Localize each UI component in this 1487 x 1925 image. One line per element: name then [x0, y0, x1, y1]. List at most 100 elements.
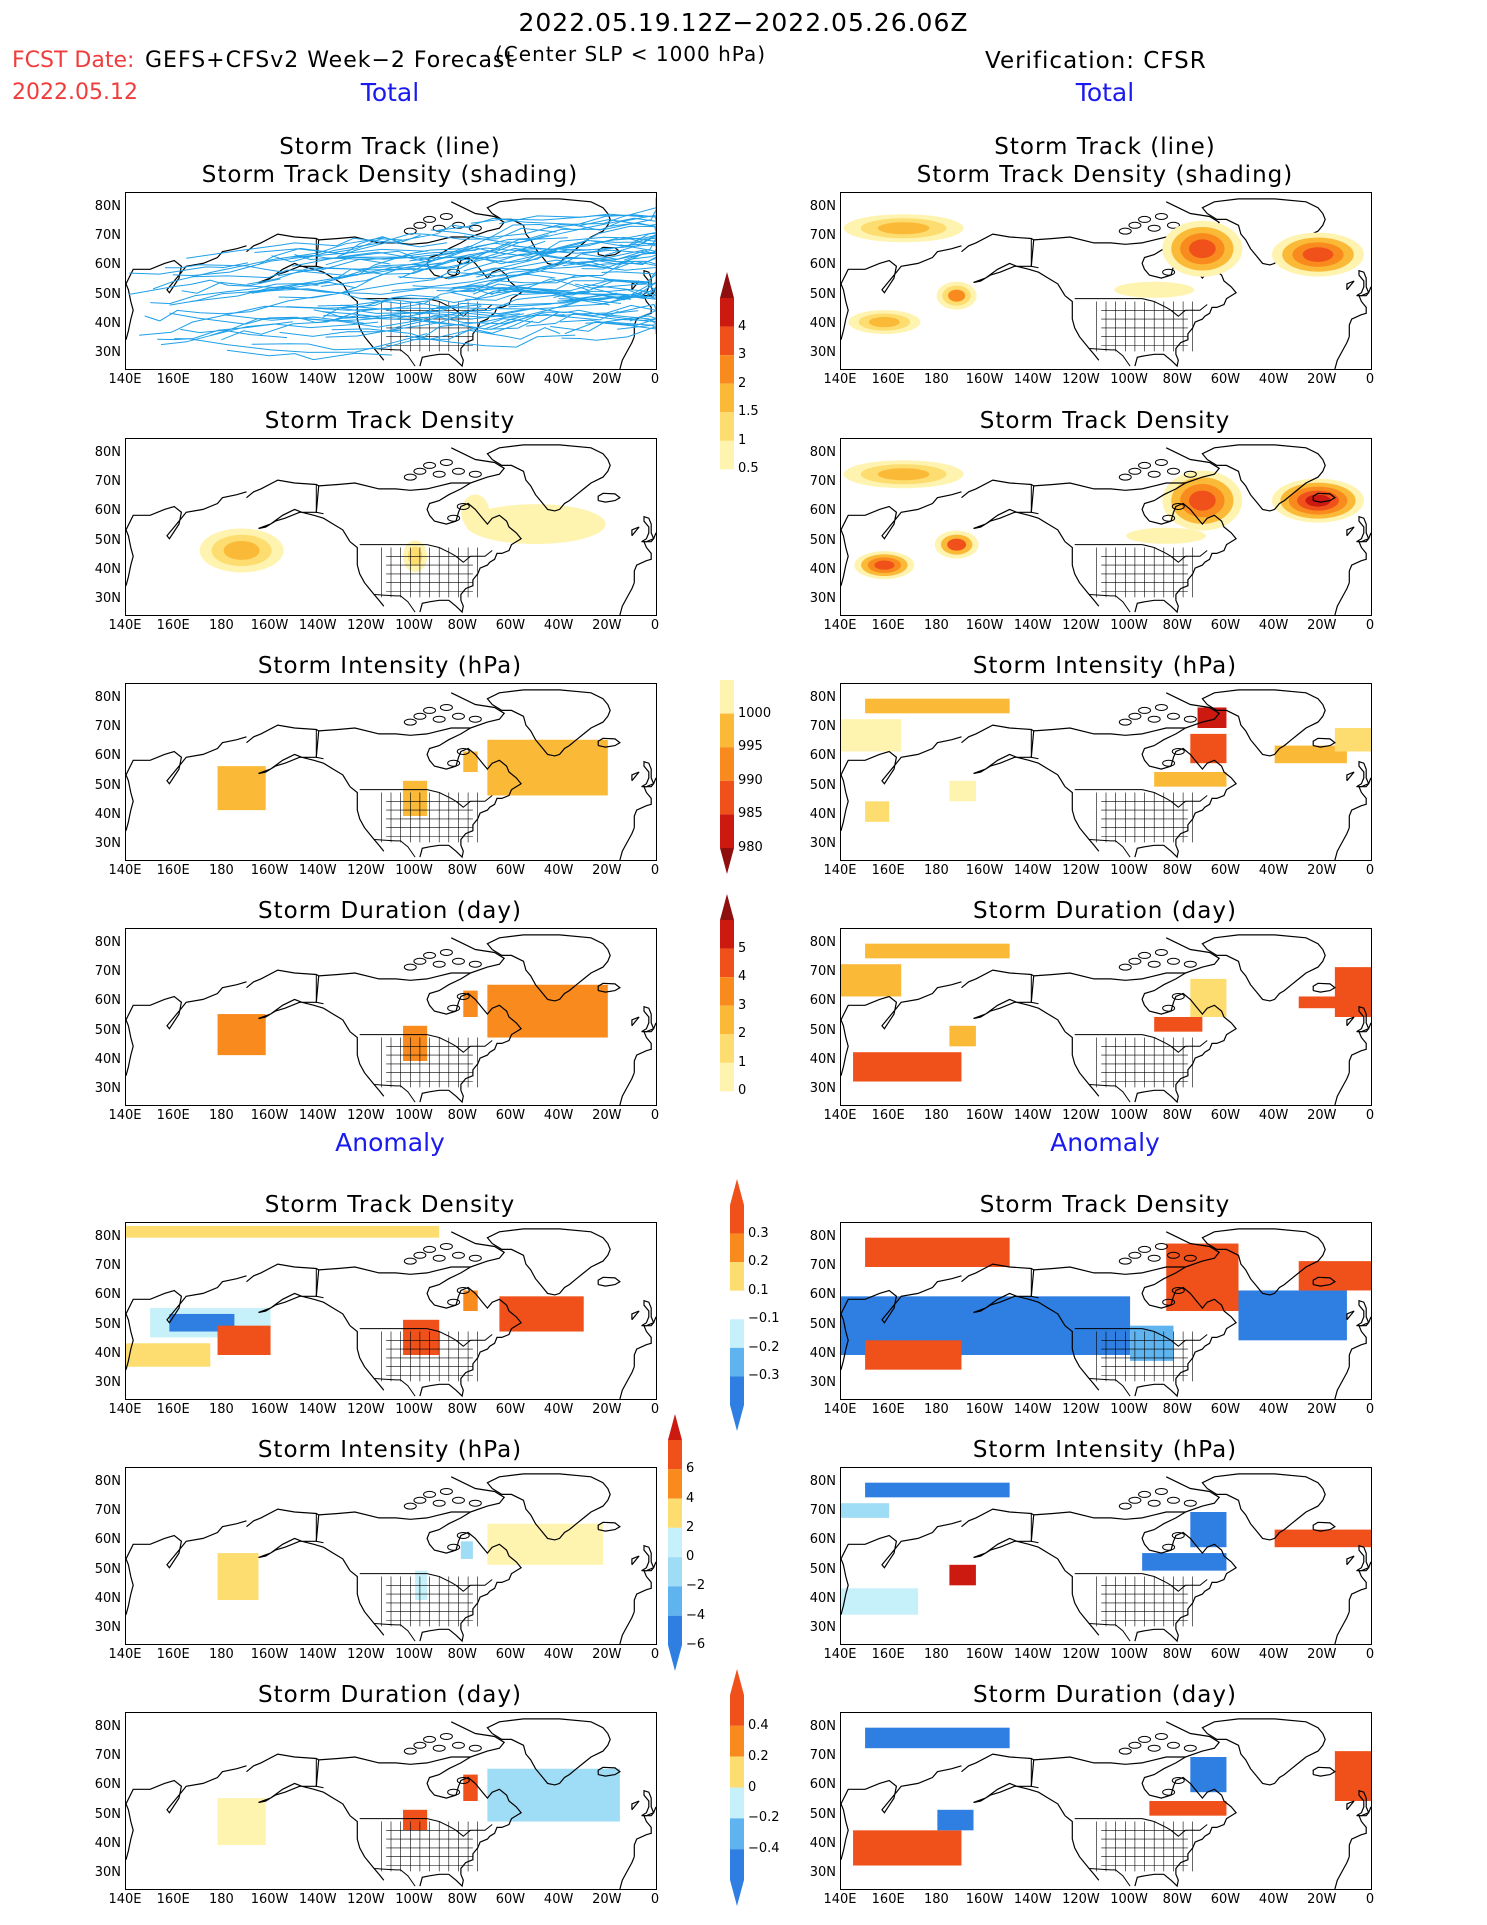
duration-pacific-west — [853, 1052, 962, 1082]
density-iceland — [1272, 232, 1364, 277]
colorbar-swatch — [730, 1849, 744, 1880]
lon-tick-label: 120W — [1062, 372, 1100, 387]
colorbar-label: −0.1 — [748, 1311, 780, 1327]
map-canvas — [126, 1718, 656, 1889]
lon-tick-label: 140E — [823, 618, 857, 633]
colorbar-arrow-top — [668, 1414, 682, 1440]
verification-label: Verification: CFSR — [985, 48, 1207, 74]
panel-title: Storm Track (line) — [994, 134, 1216, 160]
anom-duration-pacific — [217, 1798, 266, 1845]
lon-tick-label: 100W — [1110, 618, 1148, 633]
lon-tick-label: 160W — [965, 1402, 1004, 1417]
lon-tick-label: 80W — [1162, 618, 1192, 633]
colorbar-intensity-anomaly — [668, 1414, 682, 1671]
colorbar-swatch — [720, 1034, 734, 1063]
lon-tick-label: 0 — [650, 1892, 660, 1907]
anom-duration-great-lakes — [1149, 1801, 1227, 1816]
anom-intensity-iceland — [1274, 1529, 1371, 1548]
lon-tick-label: 140E — [108, 618, 142, 633]
lat-tick-label: 60N — [809, 993, 836, 1009]
coastline — [841, 1228, 1371, 1399]
colorbar-swatch — [720, 747, 734, 781]
intensity-pacific-central — [949, 780, 976, 802]
anom-intensity-labrador — [1190, 1512, 1227, 1548]
density-pacific-central — [934, 530, 979, 559]
lat-tick-label: 30N — [809, 1375, 836, 1391]
colorbar-label: 1.5 — [738, 404, 759, 420]
colorbar-swatch — [720, 977, 734, 1006]
lon-tick-label: 160E — [156, 1402, 190, 1417]
lon-tick-label: 100W — [395, 863, 433, 878]
density-hudson — [461, 494, 490, 531]
lon-tick-label: 120W — [1062, 1402, 1100, 1417]
colorbar-label: 0 — [738, 1083, 747, 1099]
anom-intensity-pacific — [949, 1564, 976, 1586]
anom-intensity-atlantic — [487, 1523, 603, 1565]
lon-tick-label: 20W — [592, 618, 622, 633]
lon-tick-label: 60W — [1210, 372, 1241, 387]
lon-tick-label: 60W — [495, 1892, 526, 1907]
lon-tick-label: 60W — [1210, 1402, 1241, 1417]
lon-tick-label: 140W — [1013, 372, 1052, 387]
intensity-pacific — [217, 766, 266, 811]
colorbar-label: 4 — [738, 318, 747, 334]
map-panel — [840, 1222, 1372, 1400]
lon-tick-label: 180 — [208, 618, 234, 633]
lon-tick-label: 20W — [1307, 1108, 1337, 1123]
lon-tick-label: 20W — [592, 1647, 622, 1662]
anom-density-neg-atlantic — [1238, 1290, 1347, 1341]
section-total-right: Total — [1075, 78, 1135, 107]
lat-tick-label: 50N — [94, 1022, 121, 1038]
colorbar-swatch — [720, 713, 734, 748]
lon-tick-label: 120W — [1062, 1647, 1100, 1662]
density-labrador — [1162, 470, 1243, 531]
map-panel — [125, 1712, 657, 1890]
intensity-plains — [403, 780, 428, 816]
lat-tick-label: 50N — [809, 777, 836, 793]
coastline — [126, 1473, 656, 1644]
forecast-period: 2022.05.19.12Z−2022.05.26.06Z — [518, 8, 969, 37]
lat-tick-label: 30N — [809, 1081, 836, 1097]
duration-siberia — [841, 964, 902, 997]
lon-tick-label: 60W — [495, 863, 526, 878]
lon-tick-label: 100W — [395, 1402, 433, 1417]
lon-tick-label: 140W — [298, 618, 337, 633]
lat-tick-label: 60N — [809, 503, 836, 519]
lat-tick-label: 50N — [94, 1561, 121, 1577]
colorbar-label: 2 — [686, 1519, 695, 1535]
lat-tick-label: 80N — [94, 198, 121, 214]
colorbar-swatch — [730, 1725, 744, 1757]
panel-title: Storm Duration (day) — [258, 898, 522, 924]
lon-tick-label: 140W — [298, 1108, 337, 1123]
colorbar-swatch — [730, 1376, 744, 1405]
intensity-baffin — [1197, 707, 1227, 728]
lat-tick-label: 30N — [94, 1375, 121, 1391]
lat-tick-label: 80N — [94, 444, 121, 460]
lat-tick-label: 50N — [94, 1806, 121, 1822]
lon-tick-label: 100W — [1110, 1647, 1148, 1662]
lon-tick-label: 160W — [250, 1647, 289, 1662]
intensity-bering — [865, 698, 1010, 714]
lon-tick-label: 80W — [447, 1108, 477, 1123]
lon-tick-label: 60W — [495, 1108, 526, 1123]
lon-tick-label: 140E — [108, 863, 142, 878]
panel-title: Storm Track Density — [979, 408, 1231, 434]
map-panel — [840, 1467, 1372, 1645]
lat-tick-label: 60N — [94, 503, 121, 519]
lon-tick-label: 140E — [823, 1402, 857, 1417]
lat-tick-label: 70N — [94, 964, 121, 979]
lat-tick-label: 40N — [94, 1346, 121, 1361]
map-panel — [840, 438, 1372, 616]
coastline — [126, 444, 656, 615]
lat-tick-label: 50N — [809, 1022, 836, 1038]
intensity-siberia — [841, 719, 902, 752]
lat-tick-label: 30N — [94, 1620, 121, 1636]
lon-tick-label: 0 — [1365, 618, 1375, 633]
colorbar-swatch — [668, 1527, 682, 1558]
lon-tick-label: 180 — [208, 1108, 234, 1123]
colorbar-arrow-top — [730, 1669, 744, 1695]
lon-tick-label: 160E — [156, 1892, 190, 1907]
colorbar-label: 2 — [738, 375, 747, 391]
lon-tick-label: 0 — [650, 863, 660, 878]
lon-tick-label: 160E — [156, 618, 190, 633]
